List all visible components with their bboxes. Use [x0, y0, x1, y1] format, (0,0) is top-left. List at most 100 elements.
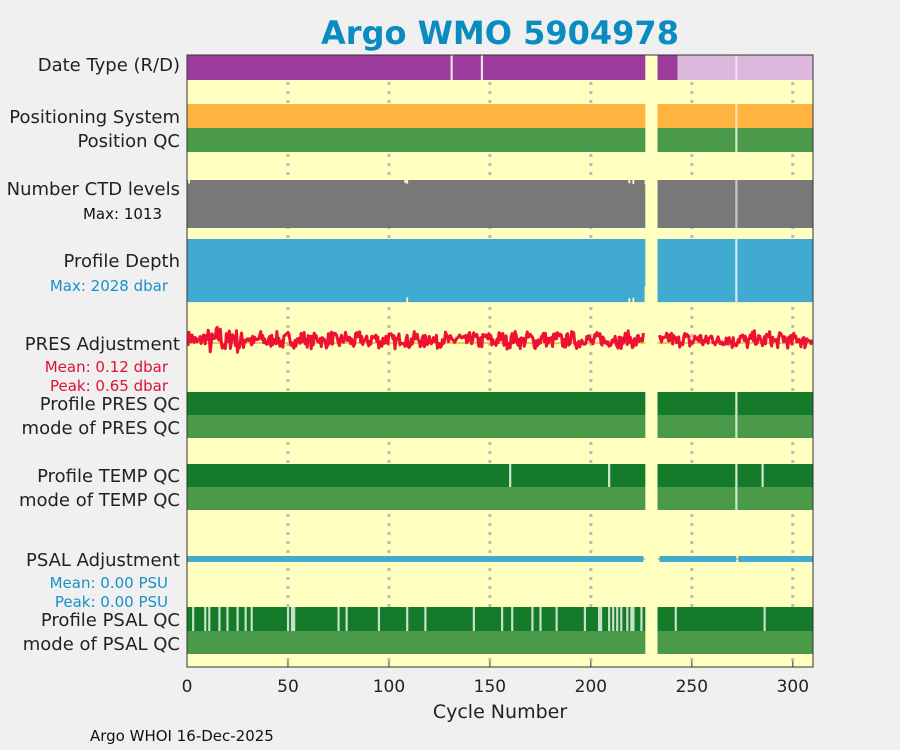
- profile-psal-qc-marker-286: [763, 607, 766, 631]
- profile-psal-qc-marker-79: [345, 607, 348, 631]
- stat-ctd-max: Max: 1013: [83, 205, 162, 223]
- profile-pres-qc-segment-2: [657, 392, 813, 415]
- psal-adjustment-segment-3: [738, 556, 813, 562]
- profile-temp-qc-marker-285: [761, 464, 764, 487]
- ctd-levels-dip-219: [628, 178, 631, 184]
- stat-psal-peak: Peak: 0.00 PSU: [55, 593, 168, 611]
- profile-temp-qc-marker-160: [509, 464, 512, 487]
- label-mode-pres-qc: mode of PRES QC: [22, 418, 180, 439]
- x-tick-label-100: 100: [373, 677, 405, 697]
- label-mode-psal-qc: mode of PSAL QC: [23, 634, 180, 655]
- profile-psal-qc-marker-52: [291, 607, 294, 631]
- profile-depth-segment-2: [657, 239, 813, 303]
- profile-depth-dip-219: [628, 298, 631, 305]
- profile-temp-qc-marker-272: [735, 464, 738, 487]
- positioning-system-segment-1: [187, 104, 646, 128]
- profile-psal-qc-marker-118: [424, 607, 427, 631]
- profile-psal-qc-marker-142: [472, 607, 475, 631]
- profile-psal-qc-marker-171: [531, 607, 534, 631]
- label-date-type: Date Type (R/D): [38, 55, 180, 76]
- profile-depth-dip-221: [632, 297, 635, 305]
- plot-frame: [186, 54, 814, 668]
- mode-pres-qc-segment-2: [657, 415, 813, 438]
- ctd-levels-dip-108: [404, 178, 407, 183]
- profile-psal-qc-marker-161: [511, 607, 514, 631]
- data-rows: [186, 55, 814, 654]
- label-pres-adjustment: PRES Adjustment: [25, 334, 180, 355]
- profile-psal-qc-marker-209: [608, 607, 611, 631]
- ctd-levels-dip-1: [188, 178, 191, 184]
- profile-psal-qc-marker-16: [218, 607, 221, 631]
- label-position-qc: Position QC: [77, 131, 180, 152]
- profile-psal-qc-marker-3: [192, 607, 195, 631]
- profile-psal-qc-marker-220: [630, 607, 633, 631]
- ctd-levels-dip-233: [656, 178, 659, 180]
- grid-lines: [286, 55, 795, 667]
- mode-temp-qc-marker-272: [735, 487, 738, 510]
- profile-psal-qc-marker-95: [377, 607, 381, 631]
- profile-psal-qc-marker-53: [293, 607, 296, 631]
- data-gap-band: [645, 55, 658, 667]
- mode-psal-qc-segment-2: [657, 631, 813, 654]
- profile-temp-qc-segment-2: [657, 464, 813, 487]
- profile-temp-qc-marker-209: [608, 464, 611, 487]
- position-qc-segment-1: [187, 128, 646, 152]
- profile-psal-qc-marker-29: [244, 607, 247, 631]
- profile-psal-qc-marker-205: [599, 607, 603, 631]
- profile-psal-qc-marker-109: [406, 607, 409, 631]
- x-axis-label: Cycle Number: [433, 701, 567, 723]
- stat-psal-mean: Mean: 0.00 PSU: [50, 574, 168, 592]
- profile-depth-segment-1: [187, 239, 646, 303]
- date-type-marker-146: [480, 55, 484, 80]
- pres-adjustment-series-2: [658, 329, 814, 350]
- stat-pres-peak: Peak: 0.65 dbar: [50, 377, 169, 395]
- profile-psal-qc-marker-50: [286, 607, 290, 631]
- profile-depth-marker-272: [735, 239, 738, 303]
- stat-depth-max: Max: 2028 dbar: [50, 277, 169, 295]
- label-positioning-system: Positioning System: [9, 107, 180, 128]
- ctd-levels-segment-1: [187, 180, 646, 228]
- profile-psal-qc-marker-75: [337, 607, 340, 631]
- mode-psal-qc-segment-1: [187, 631, 646, 654]
- mode-temp-qc-segment-2: [657, 487, 813, 510]
- ctd-levels-dip-221: [632, 178, 635, 184]
- x-tick-label-200: 200: [575, 677, 607, 697]
- date-type-marker-131: [450, 55, 453, 80]
- profile-psal-qc-marker-213: [616, 607, 619, 631]
- positioning-system-segment-2: [657, 104, 813, 128]
- label-psal-adjustment: PSAL Adjustment: [26, 550, 180, 571]
- profile-psal-qc-segment-1: [187, 607, 646, 631]
- profile-psal-qc-marker-183: [555, 607, 558, 631]
- profile-psal-qc-marker-242: [674, 607, 677, 631]
- mode-pres-qc-segment-1: [187, 415, 646, 438]
- x-tick-label-0: 0: [182, 677, 193, 697]
- stat-pres-mean: Mean: 0.12 dbar: [45, 358, 169, 376]
- x-tick-label-50: 50: [277, 677, 299, 697]
- x-tick-label-250: 250: [676, 677, 708, 697]
- profile-psal-qc-marker-156: [501, 607, 504, 631]
- positioning-system-marker-272: [735, 104, 738, 128]
- x-tick-label-150: 150: [474, 677, 506, 697]
- profile-psal-qc-marker-197: [583, 607, 587, 631]
- mode-temp-qc-segment-1: [187, 487, 646, 510]
- ctd-levels-dip-109: [406, 178, 409, 184]
- profile-psal-qc-marker-175: [539, 607, 542, 631]
- x-axis: 0 50 100 150 200 250 300: [182, 54, 814, 697]
- label-profile-depth: Profile Depth: [63, 251, 180, 272]
- profile-psal-qc-marker-20: [226, 607, 229, 631]
- position-qc-marker-272: [735, 128, 738, 152]
- date-type-delayed-segment-1: [187, 55, 646, 80]
- profile-depth-dip-109: [406, 297, 409, 305]
- date-type-marker-272: [735, 55, 738, 80]
- profile-psal-qc-marker-221: [632, 607, 635, 631]
- label-ctd-levels: Number CTD levels: [7, 179, 180, 200]
- profile-psal-qc-marker-25: [236, 607, 239, 631]
- label-profile-pres-qc: Profile PRES QC: [40, 394, 180, 415]
- date-type-realtime-segment-1: [677, 55, 813, 80]
- profile-psal-qc-marker-204: [597, 607, 601, 631]
- pres-qc-marker-272: [735, 392, 738, 438]
- psal-adjustment-segment-1: [187, 556, 644, 562]
- pres-adjustment-series-1: [186, 325, 645, 354]
- position-qc-segment-2: [657, 128, 813, 152]
